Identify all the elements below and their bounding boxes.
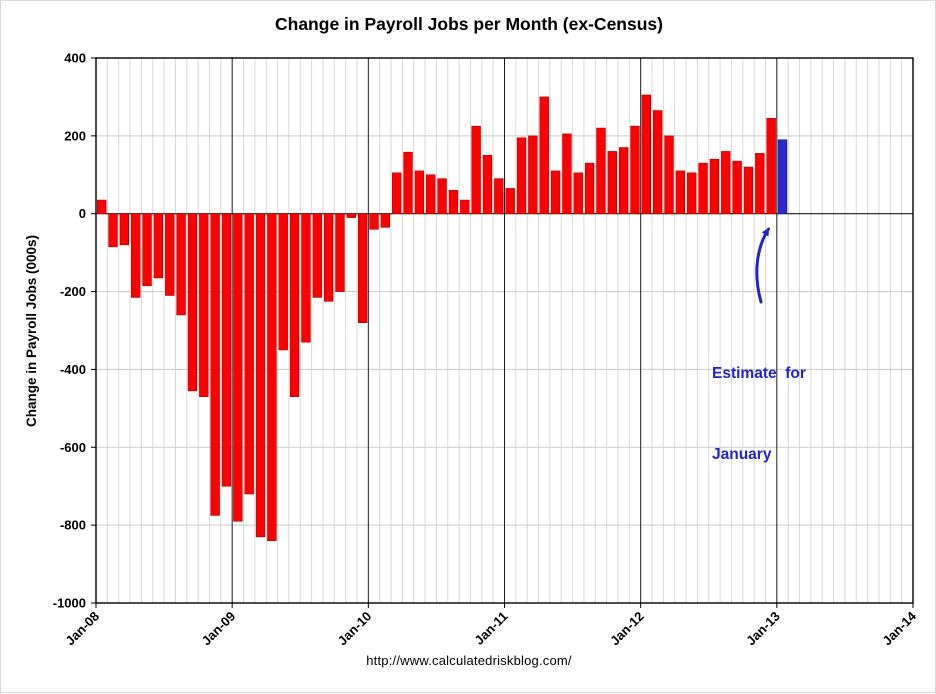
bar-Jan-09 (233, 213, 243, 522)
y-tick-label: -1000 (53, 596, 86, 611)
bar-Jan-11 (505, 188, 515, 215)
bar-Sep-09 (323, 213, 334, 302)
bar-Sep-10 (460, 199, 470, 215)
estimate-annotation-line2: January (712, 446, 772, 463)
y-tick-label: -400 (60, 362, 86, 377)
bar-Apr-11 (539, 96, 549, 215)
bar-Feb-08 (108, 213, 118, 248)
bar-May-08 (142, 213, 152, 287)
bar-Jul-11 (573, 172, 583, 215)
annotation-arrow-layer (755, 227, 770, 304)
bar-Jun-12 (698, 162, 708, 215)
x-tick-label: Jan-09 (199, 609, 239, 649)
bar-Mar-11 (528, 135, 538, 215)
bar-Nov-08 (210, 213, 220, 516)
bar-Aug-11 (584, 162, 595, 215)
bar-Mar-09 (255, 213, 266, 538)
y-tick-label: -600 (60, 440, 86, 455)
bar-May-11 (550, 170, 561, 215)
bar-Sep-12 (732, 160, 742, 215)
x-tick-label: Jan-13 (743, 609, 783, 649)
bar-Jan-08 (97, 199, 107, 215)
bar-Nov-12 (755, 153, 765, 215)
estimate-bar-Jan-13 (777, 139, 788, 215)
y-tick-label: 200 (64, 128, 86, 143)
x-tick-label: Jan-10 (335, 609, 375, 649)
x-tick-label: Jan-11 (471, 609, 510, 648)
bars (97, 94, 788, 542)
bar-Dec-11 (630, 125, 640, 215)
source-url: http://www.calculatedriskblog.com/ (366, 653, 572, 668)
bar-Aug-08 (176, 213, 186, 316)
bar-Nov-10 (482, 155, 493, 215)
bar-Feb-10 (380, 213, 391, 228)
bar-May-10 (414, 170, 425, 215)
bar-Aug-12 (721, 151, 731, 215)
x-tick-label: Jan-14 (879, 608, 919, 648)
bar-Dec-09 (357, 213, 368, 324)
bar-Aug-09 (312, 213, 322, 298)
bar-May-09 (278, 213, 288, 351)
bar-Jun-11 (562, 133, 572, 215)
chart-title: Change in Payroll Jobs per Month (ex-Cen… (275, 14, 663, 34)
bar-Oct-09 (335, 213, 345, 292)
x-tick-label: Jan-12 (607, 609, 647, 649)
bar-Oct-11 (607, 151, 617, 215)
bar-Oct-08 (199, 213, 209, 397)
bar-Jul-10 (437, 178, 447, 215)
gridlines (96, 58, 913, 603)
bar-Jul-09 (301, 213, 311, 343)
bar-Jul-12 (709, 158, 720, 215)
bar-Jun-10 (426, 174, 436, 215)
bar-Apr-10 (403, 151, 413, 215)
bar-Jun-09 (289, 213, 300, 397)
bar-Aug-10 (448, 190, 459, 215)
bar-Apr-09 (267, 213, 277, 542)
bar-Dec-12 (766, 118, 776, 215)
bar-Oct-10 (471, 125, 481, 215)
x-tick-label: Jan-08 (62, 609, 102, 649)
bar-Sep-08 (187, 213, 198, 392)
bar-Jan-12 (641, 94, 652, 215)
bar-Oct-12 (743, 166, 754, 215)
bar-Feb-11 (516, 137, 527, 215)
y-tick-label: -800 (60, 518, 86, 533)
bar-Mar-12 (664, 135, 674, 215)
bar-Nov-09 (346, 213, 356, 218)
bar-Nov-11 (618, 147, 629, 215)
bar-Mar-10 (392, 172, 402, 215)
estimate-annotation-line1: Estimate for (712, 365, 806, 382)
bar-May-12 (687, 172, 697, 215)
bar-Apr-12 (675, 170, 686, 215)
estimate-arrow-icon (755, 227, 770, 304)
bar-Jan-10 (369, 213, 379, 230)
bar-Feb-09 (244, 213, 254, 495)
bar-Sep-11 (596, 127, 606, 215)
bar-Dec-08 (221, 213, 232, 487)
bar-Mar-08 (119, 213, 130, 246)
bar-Dec-10 (494, 178, 504, 215)
estimate-annotation: Estimate for January (712, 306, 806, 522)
y-tick-label: -200 (60, 284, 86, 299)
bar-Apr-08 (131, 213, 141, 298)
bar-Jun-08 (153, 213, 164, 279)
y-tick-label: 0 (79, 206, 86, 221)
y-tick-label: 400 (64, 51, 86, 66)
bar-Feb-12 (653, 110, 663, 215)
bar-Jul-08 (165, 213, 175, 296)
